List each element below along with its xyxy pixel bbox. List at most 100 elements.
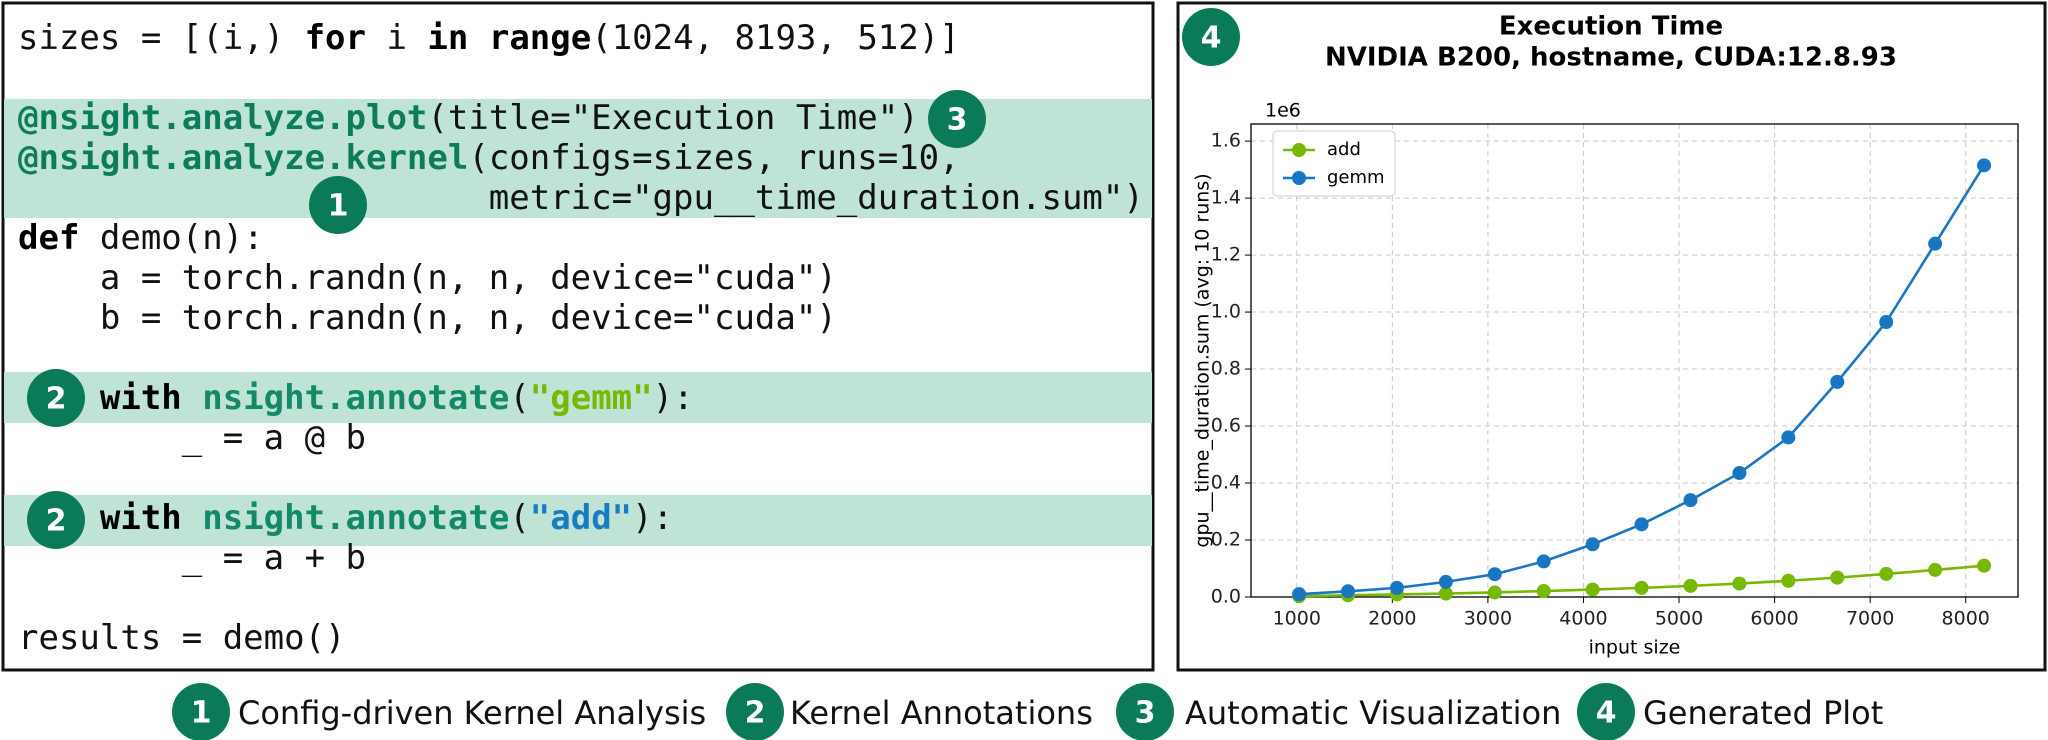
data-point bbox=[1487, 567, 1502, 582]
y-tick-label: 0.6 bbox=[1211, 415, 1241, 437]
caption: Kernel Annotations bbox=[790, 694, 1093, 732]
highlight bbox=[4, 495, 1152, 546]
code-line: a = torch.randn(n, n, device="cuda") bbox=[18, 258, 837, 298]
code-line: @nsight.analyze.plot(title="Execution Ti… bbox=[18, 98, 919, 138]
x-tick-label: 7000 bbox=[1846, 608, 1894, 630]
badge-number: 3 bbox=[947, 103, 968, 138]
data-point bbox=[1487, 585, 1502, 600]
badge-number: 4 bbox=[1201, 21, 1222, 56]
code-token: demo(n): bbox=[79, 218, 263, 258]
badge bbox=[1577, 683, 1635, 740]
code-line: sizes = [(i,) for i in range(1024, 8193,… bbox=[18, 18, 960, 58]
y-tick-label: 0.8 bbox=[1211, 358, 1241, 380]
caption: Generated Plot bbox=[1643, 694, 1883, 732]
data-point bbox=[1292, 587, 1307, 602]
badge-number: 2 bbox=[46, 382, 67, 417]
code-token: i bbox=[366, 18, 427, 58]
code-token: with bbox=[100, 378, 182, 418]
badge bbox=[1116, 683, 1174, 740]
data-point bbox=[1683, 578, 1698, 593]
x-tick-label: 1000 bbox=[1273, 608, 1321, 630]
code-token: results = demo() bbox=[18, 618, 346, 658]
x-tick-label: 8000 bbox=[1942, 608, 1990, 630]
caption: Automatic Visualization bbox=[1185, 694, 1561, 732]
badge bbox=[172, 683, 230, 740]
code-token: ): bbox=[653, 378, 694, 418]
code-token: "add" bbox=[530, 498, 632, 538]
legend-marker bbox=[1292, 171, 1306, 185]
x-tick-label: 5000 bbox=[1655, 608, 1703, 630]
code-token: nsight.annotate bbox=[202, 378, 509, 418]
x-tick-label: 6000 bbox=[1750, 608, 1798, 630]
y-tick-label: 1.2 bbox=[1211, 244, 1241, 266]
code-line: results = demo() bbox=[18, 618, 346, 658]
data-point bbox=[1683, 493, 1698, 508]
code-token: sizes = [(i,) bbox=[18, 18, 305, 58]
data-point bbox=[1585, 537, 1600, 552]
code-token: ( bbox=[509, 378, 529, 418]
code-line: @nsight.analyze.kernel(configs=sizes, ru… bbox=[18, 138, 960, 178]
x-tick-label: 3000 bbox=[1464, 608, 1512, 630]
plot-frame bbox=[1250, 123, 2019, 598]
code-token: ( bbox=[509, 498, 529, 538]
badge-number: 3 bbox=[1135, 696, 1156, 731]
code-token bbox=[182, 378, 202, 418]
x-tick-label: 4000 bbox=[1559, 608, 1607, 630]
data-point bbox=[1879, 566, 1894, 581]
data-point bbox=[1634, 517, 1649, 532]
code-line: _ = a @ b bbox=[18, 418, 366, 458]
code-token: nsight.annotate bbox=[202, 498, 509, 538]
y-tick-label: 0.2 bbox=[1211, 529, 1241, 551]
code-token: def bbox=[18, 218, 79, 258]
badge-number: 2 bbox=[46, 504, 67, 539]
code-token: a = torch.randn(n, n, device="cuda") bbox=[18, 258, 837, 298]
data-point bbox=[1389, 580, 1404, 595]
y-tick-label: 1.0 bbox=[1211, 301, 1241, 323]
code-token: (configs=sizes, runs=10, bbox=[468, 138, 959, 178]
data-point bbox=[1732, 576, 1747, 591]
y-offset-label: 1e6 bbox=[1265, 100, 1301, 122]
y-axis-label: gpu__time_duration.sum (avg: 10 runs) bbox=[1192, 173, 1214, 547]
code-token bbox=[468, 18, 488, 58]
badge-number: 1 bbox=[191, 696, 212, 731]
code-token: in bbox=[427, 18, 468, 58]
data-point bbox=[1340, 584, 1355, 599]
caption: Config-driven Kernel Analysis bbox=[238, 694, 706, 732]
data-point bbox=[1977, 158, 1992, 173]
code-token: range bbox=[489, 18, 591, 58]
code-token bbox=[182, 498, 202, 538]
data-point bbox=[1536, 584, 1551, 599]
data-point bbox=[1536, 554, 1551, 569]
badge bbox=[928, 90, 986, 148]
code-token: with bbox=[100, 498, 182, 538]
code-token: _ = a + b bbox=[18, 538, 366, 578]
code-token: b = torch.randn(n, n, device="cuda") bbox=[18, 298, 837, 338]
code-line: b = torch.randn(n, n, device="cuda") bbox=[18, 298, 837, 338]
data-point bbox=[1879, 315, 1894, 330]
y-tick-label: 0.4 bbox=[1211, 472, 1241, 494]
badge bbox=[309, 176, 367, 234]
data-point bbox=[1781, 573, 1796, 588]
data-point bbox=[1732, 466, 1747, 481]
y-tick-label: 1.4 bbox=[1211, 187, 1241, 209]
code-token: @nsight.analyze.kernel bbox=[18, 138, 468, 178]
code-line: with nsight.annotate("gemm"): bbox=[18, 378, 694, 418]
data-point bbox=[1928, 562, 1943, 577]
y-tick-label: 0.0 bbox=[1211, 586, 1241, 608]
badge bbox=[1182, 8, 1240, 66]
badge bbox=[726, 683, 784, 740]
badges: 3 1 2 2 4 1 Config-driven Kernel Analysis 2 Kern… bbox=[27, 8, 1883, 740]
data-point bbox=[1438, 586, 1453, 601]
code-line: _ = a + b bbox=[18, 538, 366, 578]
code-token: ): bbox=[632, 498, 673, 538]
chart-subtitle: NVIDIA B200, hostname, CUDA:12.8.93 bbox=[1325, 43, 1897, 73]
code: sizes = [(i,) for i in range(1024, 8193,… bbox=[18, 18, 1144, 658]
badge-number: 2 bbox=[745, 696, 766, 731]
badge bbox=[27, 491, 85, 549]
badge-number: 1 bbox=[328, 189, 349, 224]
chart-title: Execution Time bbox=[1499, 12, 1723, 42]
code-token: for bbox=[305, 18, 366, 58]
code-token: (1024, 8193, 512)] bbox=[591, 18, 959, 58]
code-line: with nsight.annotate("add"): bbox=[18, 498, 673, 538]
